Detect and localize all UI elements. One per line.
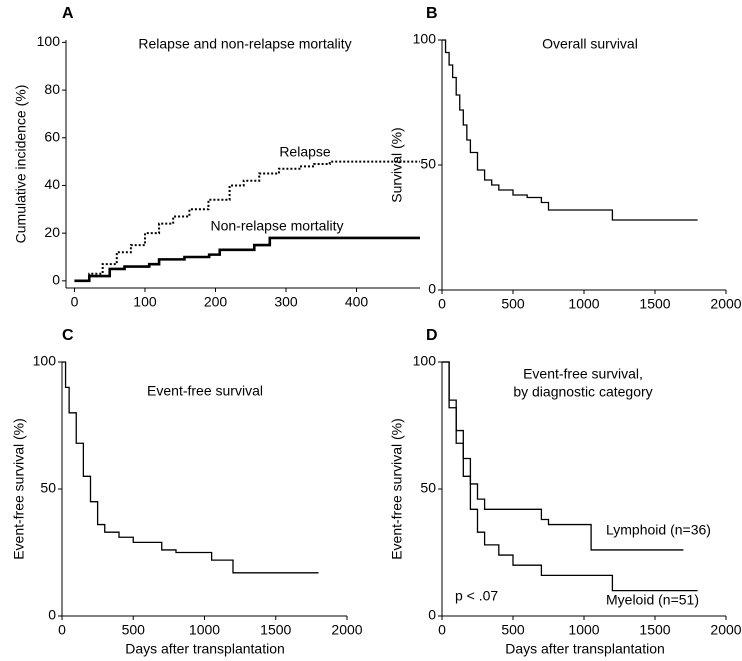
x-tick-label: 500 bbox=[122, 622, 146, 638]
x-tick-label: 400 bbox=[345, 294, 369, 310]
y-tick-label: 60 bbox=[44, 128, 60, 144]
x-tick-label: 1500 bbox=[639, 296, 670, 312]
panel-label: C bbox=[62, 327, 74, 344]
x-tick-label: 1000 bbox=[189, 622, 220, 638]
y-tick-label: 0 bbox=[428, 607, 436, 623]
y-tick-label: 0 bbox=[48, 607, 56, 623]
x-axis-label: Days after transplantation bbox=[125, 641, 285, 657]
step-line bbox=[74, 160, 420, 282]
annotation: p < .07 bbox=[455, 588, 498, 604]
x-tick-label: 1500 bbox=[260, 622, 291, 638]
x-tick-label: 2000 bbox=[710, 622, 741, 638]
x-tick-label: 2000 bbox=[710, 296, 741, 312]
step-line bbox=[442, 361, 698, 592]
chart-title: Relapse and non-relapse mortality bbox=[138, 36, 351, 52]
x-axis-label: Days after transplantation bbox=[505, 641, 665, 657]
chart-title: Event-free survival bbox=[147, 383, 263, 399]
panel-label: D bbox=[426, 327, 438, 344]
chart-title: Event-free survival, bbox=[523, 366, 643, 382]
chart-subtitle: by diagnostic category bbox=[513, 384, 652, 400]
step-line bbox=[74, 236, 420, 283]
y-tick-label: 0 bbox=[52, 272, 60, 288]
y-tick-label: 40 bbox=[44, 176, 60, 192]
y-tick-label: 80 bbox=[44, 81, 60, 97]
y-tick-label: 50 bbox=[40, 480, 56, 496]
y-tick-label: 100 bbox=[413, 353, 437, 369]
x-tick-label: 0 bbox=[438, 296, 446, 312]
y-tick-label: 20 bbox=[44, 224, 60, 240]
y-axis-label: Survival (%) bbox=[389, 127, 405, 202]
x-tick-label: 2000 bbox=[331, 622, 362, 638]
x-tick-label: 100 bbox=[133, 294, 157, 310]
chart-title: Overall survival bbox=[542, 36, 638, 52]
x-tick-label: 0 bbox=[58, 622, 66, 638]
x-tick-label: 0 bbox=[71, 294, 79, 310]
y-tick-label: 100 bbox=[33, 353, 57, 369]
y-axis-label: Cumulative incidence (%) bbox=[13, 85, 29, 244]
x-tick-label: 500 bbox=[501, 296, 525, 312]
x-tick-label: 200 bbox=[204, 294, 228, 310]
step-line bbox=[62, 361, 319, 574]
annotation: Myeloid (n=51) bbox=[606, 592, 699, 608]
y-tick-label: 100 bbox=[413, 31, 437, 47]
panel-label: B bbox=[426, 5, 438, 22]
annotation: Non-relapse mortality bbox=[210, 218, 343, 234]
x-tick-label: 1000 bbox=[568, 622, 599, 638]
y-tick-label: 0 bbox=[428, 281, 436, 297]
x-tick-label: 1000 bbox=[568, 296, 599, 312]
y-axis-label: Event-free survival (%) bbox=[389, 418, 405, 560]
x-tick-label: 500 bbox=[501, 622, 525, 638]
y-axis-label: Event-free survival (%) bbox=[11, 418, 27, 560]
x-tick-label: 0 bbox=[438, 622, 446, 638]
annotation: Lymphoid (n=36) bbox=[606, 522, 711, 538]
panel-label: A bbox=[62, 5, 74, 22]
y-tick-label: 100 bbox=[37, 33, 61, 49]
y-tick-label: 50 bbox=[420, 480, 436, 496]
x-tick-label: 300 bbox=[274, 294, 298, 310]
annotation: Relapse bbox=[279, 144, 331, 160]
step-line bbox=[442, 39, 698, 221]
x-tick-label: 1500 bbox=[639, 622, 670, 638]
y-tick-label: 50 bbox=[420, 156, 436, 172]
